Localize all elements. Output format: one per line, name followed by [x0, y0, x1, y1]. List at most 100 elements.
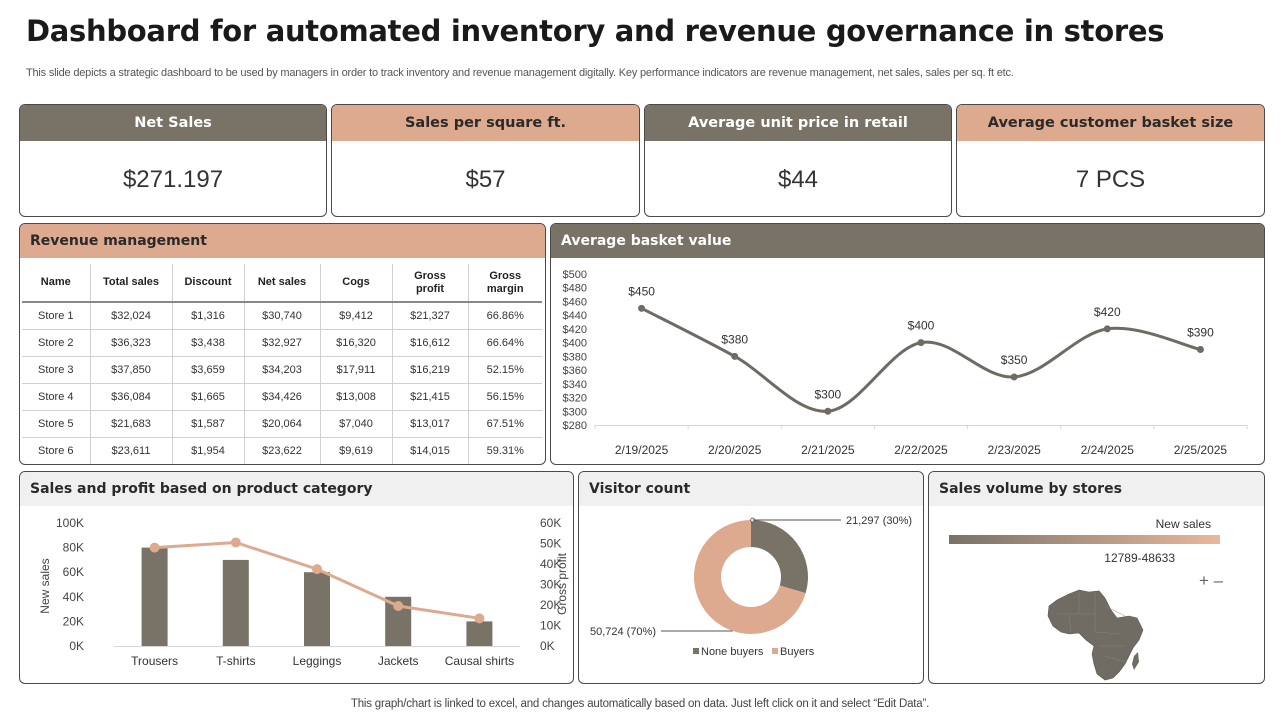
- map-legend-title: New sales: [1156, 517, 1211, 531]
- y2-tick-label: 0K: [540, 639, 555, 653]
- kpi-card-basket-size: Average customer basket size 7 PCS: [956, 104, 1265, 217]
- legend-swatch: [772, 648, 778, 654]
- profit-point: [149, 542, 160, 553]
- legend-label: Buyers: [780, 646, 815, 658]
- y-tick-label: $500: [563, 269, 587, 281]
- y-tick-label: $320: [563, 393, 587, 405]
- x-tick-label: 2/25/2025: [1174, 443, 1228, 457]
- panel-title: Visitor count: [579, 472, 923, 506]
- map-legend-range: 12789-48633: [1104, 551, 1175, 565]
- table-cell: $1,316: [172, 302, 245, 330]
- table-cell: $36,323: [90, 329, 173, 357]
- profit-point: [312, 564, 322, 575]
- x-tick-label: 2/21/2025: [801, 443, 855, 457]
- kpi-card-net-sales: Net Sales $271.197: [19, 104, 327, 217]
- x-tick-label: 2/19/2025: [615, 443, 669, 457]
- table-cell: $16,219: [392, 356, 469, 384]
- y-tick-label: $280: [563, 420, 587, 432]
- profit-point: [393, 601, 404, 612]
- data-point: [731, 352, 739, 360]
- x-tick-label: Jackets: [378, 654, 419, 668]
- table-cell: $3,659: [172, 356, 245, 384]
- table-cell: $34,203: [244, 356, 321, 384]
- table-row: Store 2 $36,323 $3,438 $32,927 $16,320 $16,61…: [22, 329, 542, 357]
- table-cell: $13,008: [320, 383, 393, 411]
- table-cell: $36,084: [90, 383, 173, 411]
- table-header-cell: Net sales: [244, 264, 321, 303]
- table-cell: Store 4: [22, 383, 91, 411]
- kpi-card-sales-per-sqft: Sales per square ft. $57: [331, 104, 640, 217]
- x-tick-label: Leggings: [293, 654, 342, 668]
- data-label: $390: [1187, 326, 1214, 340]
- x-tick-label: 2/23/2025: [987, 443, 1041, 457]
- map-zoom-controls[interactable]: + –: [1199, 571, 1224, 590]
- table-row: Store 5 $21,683 $1,587 $20,064 $7,040 $13,017…: [22, 410, 542, 438]
- table-cell: 59.31%: [468, 437, 542, 464]
- y-tick-label: $440: [563, 310, 587, 322]
- page-subtitle: This slide depicts a strategic dashboard…: [26, 67, 1014, 79]
- table-header-cell: Discount: [172, 264, 245, 303]
- table-cell: $32,927: [244, 329, 321, 357]
- y-tick-label: $420: [563, 324, 587, 336]
- africa-map-shape: [1047, 589, 1144, 681]
- map-legend-gradient: [949, 535, 1220, 544]
- table-header-cell: Gross profit: [392, 264, 469, 303]
- table-cell: Store 1: [22, 302, 91, 330]
- y-tick-label: $340: [563, 379, 587, 391]
- x-tick-label: 2/20/2025: [708, 443, 762, 457]
- profit-point: [230, 537, 241, 548]
- sales-volume-panel: Sales volume by stores New sales 12789-4…: [928, 471, 1265, 684]
- visitor-donut-chart: 21,297 (30%) 50,724 (70%) None buyers Buyer…: [590, 515, 912, 658]
- y-tick-label: 100K: [56, 516, 84, 530]
- donut-slice: [694, 520, 806, 634]
- table-header-cell: Total sales: [90, 264, 173, 303]
- y2-tick-label: 40K: [540, 557, 561, 571]
- table-cell: 66.86%: [468, 302, 542, 330]
- kpi-value: $271.197: [122, 166, 224, 193]
- basket-value-panel: Average basket value $280 $300 $320 $340 $36…: [550, 223, 1265, 465]
- kpi-label: Average customer basket size: [957, 105, 1264, 141]
- table-cell: $34,426: [244, 383, 321, 411]
- table-cell: $13,017: [392, 410, 469, 438]
- table-cell: $21,327: [392, 302, 469, 330]
- revenue-table: Name Total sales Discount Net sales Cogs Gros…: [22, 264, 542, 464]
- category-panel: Sales and profit based on product catego…: [19, 471, 574, 684]
- kpi-value: $57: [465, 166, 506, 193]
- table-cell: $16,612: [392, 329, 469, 357]
- panel-title: Sales and profit based on product catego…: [20, 472, 573, 506]
- y-tick-label: $400: [563, 338, 587, 350]
- panel-title: Sales volume by stores: [929, 472, 1264, 506]
- y-tick-label: 60K: [63, 565, 84, 579]
- y-tick-label: 40K: [63, 590, 84, 604]
- table-cell: 52.15%: [468, 356, 542, 384]
- revenue-management-panel: Revenue management Name Total sales Discou…: [19, 223, 546, 465]
- y2-tick-label: 50K: [540, 537, 561, 551]
- kpi-label: Net Sales: [20, 105, 326, 141]
- y-tick-label: 20K: [63, 614, 84, 628]
- table-cell: Store 2: [22, 329, 91, 357]
- table-cell: $3,438: [172, 329, 245, 357]
- table-cell: $16,320: [320, 329, 393, 357]
- panel-title: Average basket value: [551, 224, 1264, 258]
- table-cell: 66.64%: [468, 329, 542, 357]
- data-label: $380: [721, 332, 748, 346]
- footer-note: This graph/chart is linked to excel, and…: [350, 698, 930, 710]
- data-label: $420: [1094, 305, 1121, 319]
- kpi-value: 7 PCS: [1075, 166, 1146, 193]
- data-label: $300: [815, 387, 842, 401]
- table-cell: $1,665: [172, 383, 245, 411]
- visitor-panel: Visitor count 21,297 (30%) 50,724 (70%) No…: [578, 471, 924, 684]
- table-header-cell: Cogs: [320, 264, 393, 303]
- kpi-label: Sales per square ft.: [332, 105, 639, 141]
- table-row: Store 4 $36,084 $1,665 $34,426 $13,008 $21,41…: [22, 383, 542, 411]
- y2-axis-title: Gross profit: [555, 552, 569, 615]
- page-title: Dashboard for automated inventory and re…: [26, 14, 1165, 48]
- y2-tick-label: 60K: [540, 516, 561, 530]
- table-cell: $21,415: [392, 383, 469, 411]
- data-point: [824, 407, 832, 415]
- y-tick-label: 80K: [63, 541, 84, 555]
- x-tick-label: 2/24/2025: [1081, 443, 1135, 457]
- x-tick-label: T-shirts: [216, 654, 255, 668]
- table-cell: $30,740: [244, 302, 321, 330]
- data-point: [1010, 373, 1018, 381]
